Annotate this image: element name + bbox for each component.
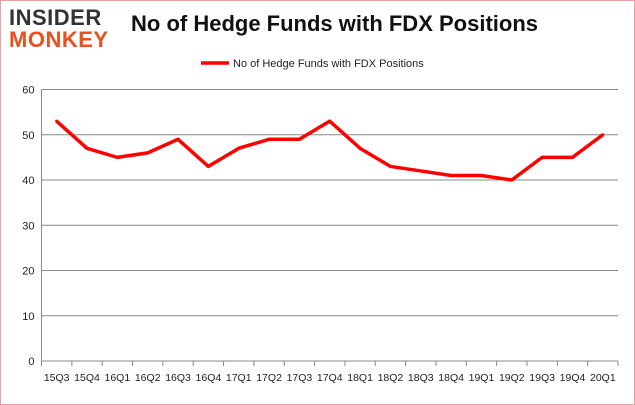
- x-tick-label: 19Q3: [529, 372, 555, 384]
- x-tick-label: 20Q1: [590, 372, 616, 384]
- x-tick-label: 17Q3: [287, 372, 313, 384]
- data-point: [510, 178, 514, 182]
- x-tick-label: 16Q1: [105, 372, 131, 384]
- x-tick-label: 19Q4: [560, 372, 586, 384]
- y-tick-label: 30: [22, 220, 34, 232]
- x-tick-label: 16Q4: [196, 372, 222, 384]
- chart-title: No of Hedge Funds with FDX Positions: [131, 11, 538, 36]
- x-tick-label: 17Q4: [317, 372, 343, 384]
- legend-label: No of Hedge Funds with FDX Positions: [233, 58, 424, 70]
- y-tick-label: 60: [22, 85, 34, 97]
- y-tick-label: 40: [22, 175, 34, 187]
- data-point: [540, 155, 544, 159]
- x-tick-label: 19Q1: [469, 372, 495, 384]
- x-tick-label: 16Q3: [165, 372, 191, 384]
- data-point: [601, 133, 605, 137]
- insider-monkey-logo: INSIDER MONKEY: [9, 7, 119, 53]
- data-point: [115, 155, 119, 159]
- data-point: [146, 151, 150, 155]
- data-point: [55, 119, 59, 123]
- y-tick-label: 0: [28, 356, 34, 368]
- data-point: [449, 173, 453, 177]
- data-point: [176, 137, 180, 141]
- data-point: [297, 137, 301, 141]
- x-tick-label: 19Q2: [499, 372, 525, 384]
- x-tick-label: 18Q2: [378, 372, 404, 384]
- x-tick-label: 16Q2: [135, 372, 161, 384]
- series-line: [55, 119, 604, 182]
- x-tick-label: 17Q2: [256, 372, 282, 384]
- data-point: [479, 173, 483, 177]
- data-point: [237, 146, 241, 150]
- data-point: [85, 146, 89, 150]
- data-point: [267, 137, 271, 141]
- y-tick-label: 50: [22, 130, 34, 142]
- x-tick-label: 15Q3: [44, 372, 70, 384]
- logo-line-2: MONKEY: [9, 27, 109, 52]
- data-point: [328, 119, 332, 123]
- data-point: [358, 146, 362, 150]
- data-point: [419, 169, 423, 173]
- x-tick-label: 18Q1: [347, 372, 373, 384]
- data-point: [388, 164, 392, 168]
- x-tick-label: 18Q3: [408, 372, 434, 384]
- data-point: [206, 164, 210, 168]
- logo-line-1: INSIDER: [9, 5, 102, 30]
- x-tick-label: 17Q1: [226, 372, 252, 384]
- y-tick-label: 20: [22, 266, 34, 278]
- x-tick-label: 15Q4: [74, 372, 100, 384]
- data-point: [570, 155, 574, 159]
- x-tick-label: 18Q4: [438, 372, 464, 384]
- y-tick-label: 10: [22, 311, 34, 323]
